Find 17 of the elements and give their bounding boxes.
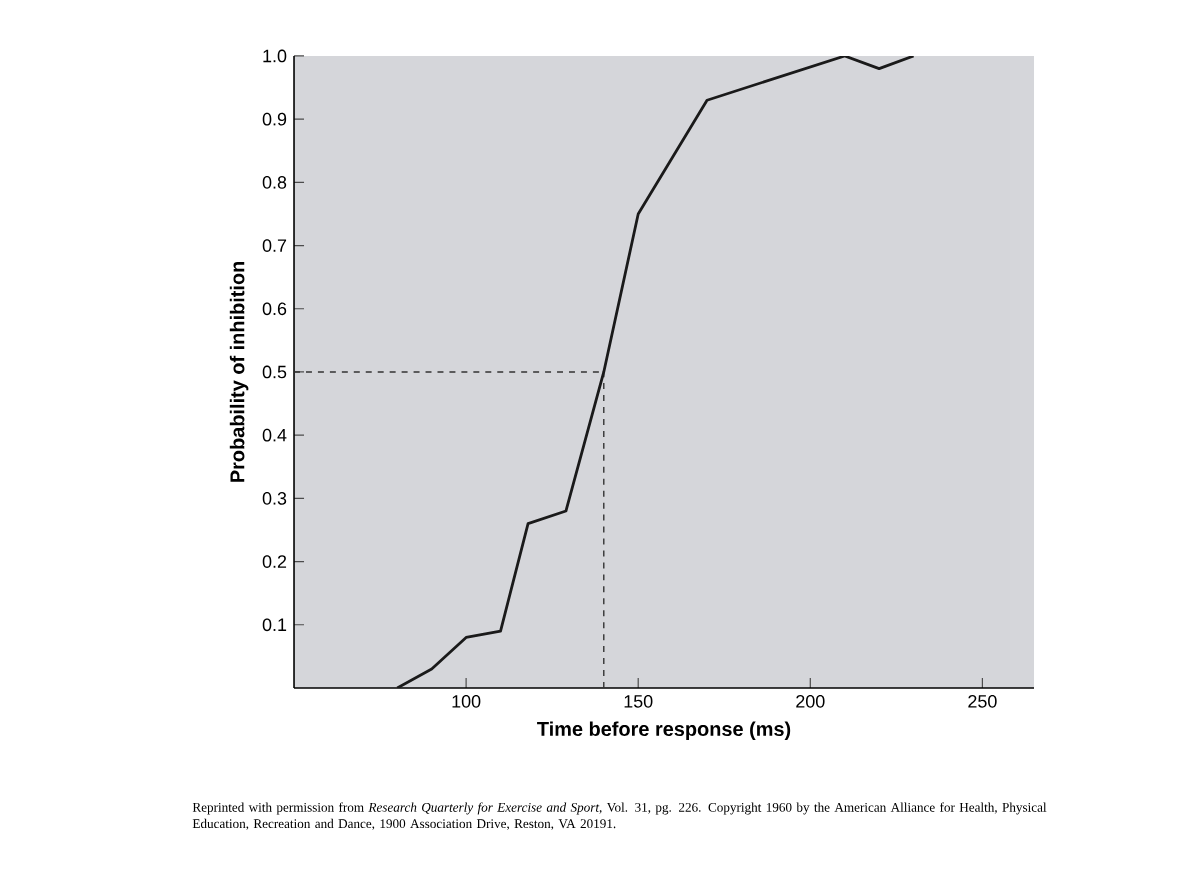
y-tick-label: 0.6 [262,302,287,316]
y-tick-label: 0.8 [262,176,287,189]
x-axis-title: Time before response (ms) [537,721,791,740]
y-tick-label: 0.2 [262,555,287,568]
y-tick-label: 0.7 [262,239,287,252]
y-tick-label: 0.5 [262,365,287,379]
y-tick-label: 0.1 [262,618,287,632]
x-tick-label: 150 [624,695,653,708]
y-tick-label: 1.0 [263,49,287,63]
line-series [395,55,915,688]
y-tick-label: 0.9 [262,112,287,126]
x-tick-label: 250 [968,695,997,708]
y-tick-label: 0.4 [262,428,287,442]
y-axis-title: Probability of inhibition [229,261,249,482]
y-tick-label: 0.3 [262,492,287,505]
x-tick-label: 100 [452,695,481,708]
x-tick-label: 200 [796,695,825,708]
